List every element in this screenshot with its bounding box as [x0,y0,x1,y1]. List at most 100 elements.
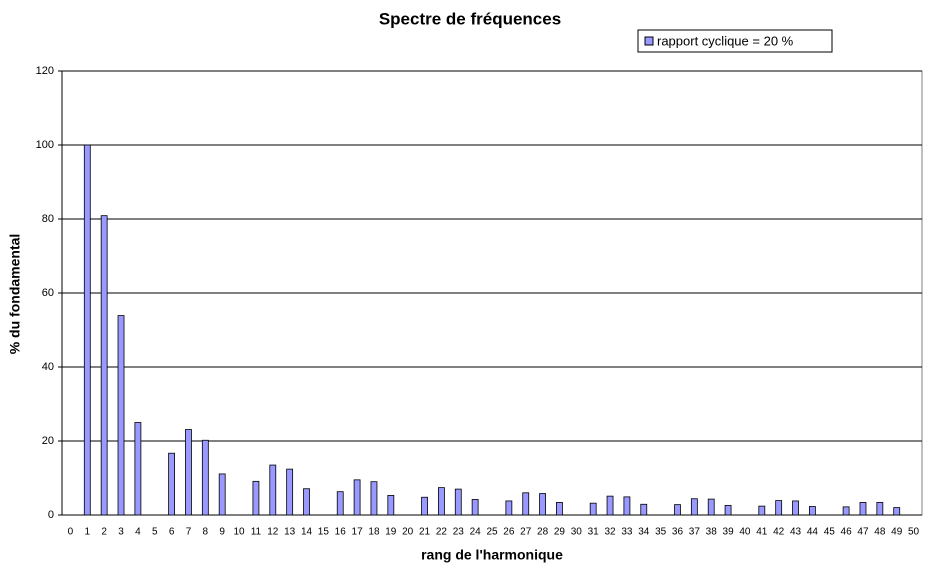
bar [303,488,310,516]
x-tick-label: 42 [773,527,785,538]
x-tick-label: 1 [85,527,91,538]
x-tick-label: 44 [807,527,819,538]
x-tick-label: 38 [706,527,718,538]
bar [83,144,91,516]
x-tick-label: 24 [470,527,482,538]
x-tick-label: 35 [655,527,667,538]
x-tick-label: 12 [267,527,279,538]
bar [134,422,142,516]
bar [775,500,783,516]
x-tick-label: 2 [101,527,107,538]
bar [336,491,344,516]
bar [522,492,530,516]
x-tick-label: 30 [571,527,583,538]
bar [185,429,192,516]
bar [859,502,867,516]
bar [539,493,546,516]
x-tick-label: 41 [756,527,768,538]
x-tick-label: 21 [419,527,431,538]
bar [589,502,597,516]
x-tick-label: 14 [301,527,313,538]
x-tick-label: 33 [621,527,633,538]
x-tick-label: 7 [186,527,192,538]
bar [370,481,378,516]
x-tick-label: 34 [638,527,650,538]
bar [168,452,176,516]
x-tick-label: 25 [486,527,498,538]
x-tick-label: 8 [203,527,209,538]
x-tick-label: 10 [233,527,245,538]
bar [454,488,462,516]
bar [893,507,901,516]
bar [117,315,125,516]
x-tick-label: 11 [251,527,262,538]
x-tick-label: 48 [874,527,886,538]
x-tick-label: 50 [908,527,920,538]
x-tick-label: 9 [219,527,225,538]
bar [421,496,428,516]
bar [758,505,766,516]
bar [792,500,799,516]
x-tick-label: 45 [824,527,836,538]
x-tick-label: 49 [891,527,903,538]
x-tick-label: 22 [436,527,448,538]
bar [724,504,732,516]
legend-label: rapport cyclique = 20 % [657,33,794,48]
x-tick-label: 20 [402,527,414,538]
bar [606,495,614,516]
y-tick-label: 100 [36,139,54,151]
bar [842,506,850,516]
x-tick-label: 23 [453,527,465,538]
x-tick-label: 15 [318,527,330,538]
legend-swatch [644,36,654,46]
x-tick-label: 31 [588,527,600,538]
bar [353,479,361,516]
x-tick-label: 37 [689,527,701,538]
x-tick-label: 43 [790,527,802,538]
x-tick-label: 28 [537,527,549,538]
bar [252,480,260,516]
bar [505,500,513,516]
x-tick-label: 4 [135,527,141,538]
chart-title: Spectre de fréquences [379,9,561,28]
legend: rapport cyclique = 20 % [637,29,833,53]
bar [808,506,816,516]
x-tick-label: 29 [554,527,566,538]
bar [269,464,277,516]
x-tick-label: 6 [169,527,175,538]
x-tick-label: 18 [368,527,380,538]
x-tick-label: 32 [604,527,616,538]
bar [640,503,648,516]
legend-box [637,29,833,53]
x-tick-label: 40 [739,527,751,538]
bar [876,502,884,516]
x-tick-label: 16 [335,527,347,538]
bar [218,473,226,516]
bar [556,502,563,516]
y-tick-label: 40 [42,361,54,373]
x-tick-label: 27 [520,527,532,538]
bar [201,439,209,516]
bar [387,494,395,516]
bar [690,498,698,516]
bar [100,215,108,516]
bar [286,468,294,516]
bar [438,487,445,516]
x-tick-label: 26 [503,527,515,538]
bar [471,499,479,516]
x-tick-label: 36 [672,527,684,538]
bar [674,504,681,516]
x-tick-label: 39 [723,527,735,538]
x-tick-label: 46 [841,527,853,538]
x-tick-label: 13 [284,527,296,538]
y-tick-label: 120 [36,65,54,77]
x-tick-label: 0 [68,527,74,538]
x-tick-label: 5 [152,527,158,538]
y-tick-label: 0 [48,509,54,521]
x-tick-label: 19 [385,527,397,538]
y-tick-label: 60 [42,287,54,299]
bar [707,498,715,516]
x-tick-label: 17 [352,527,364,538]
